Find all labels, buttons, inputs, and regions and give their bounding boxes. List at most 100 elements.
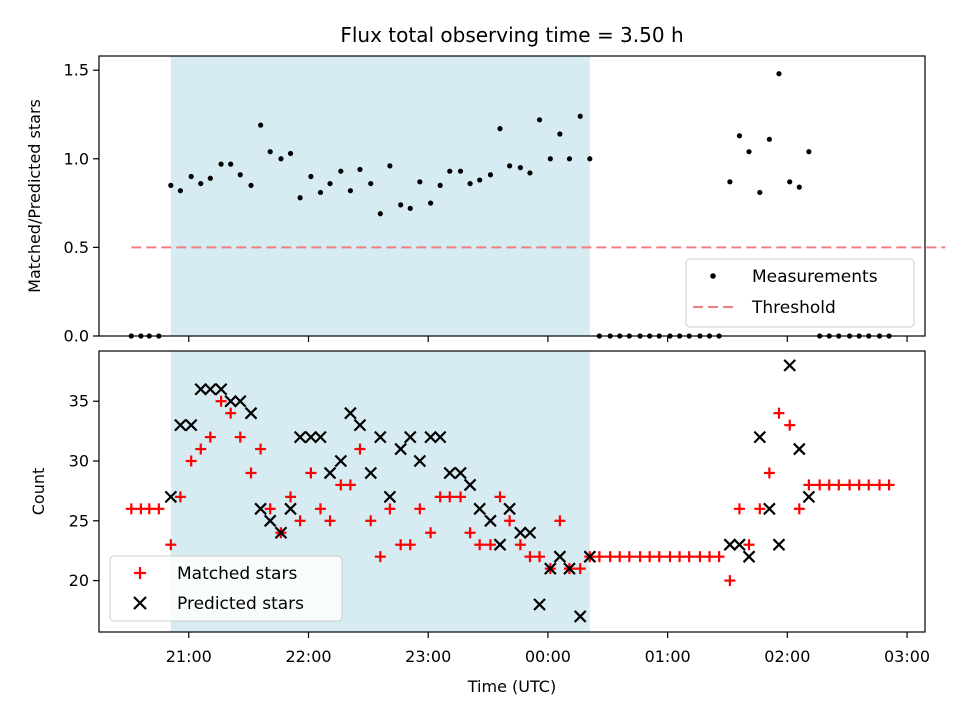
legend-matched-label: Matched stars [177, 564, 297, 584]
ratio-legend-box [685, 258, 915, 328]
predicted-point [304, 430, 318, 444]
matched-point [384, 503, 396, 515]
matched-point [554, 515, 566, 527]
matched-point [395, 539, 407, 551]
predicted-point [493, 538, 507, 551]
predicted-point [473, 502, 486, 516]
measurement-point [547, 156, 553, 162]
measurement-point [228, 161, 234, 167]
predicted-point [544, 562, 557, 575]
count-y-tick-label: 35 [69, 392, 89, 411]
time-x-tick-label: 23:00 [405, 647, 451, 666]
matched-point [853, 479, 865, 491]
matched-point [653, 551, 665, 563]
ratio-plot-frame [98, 55, 926, 337]
matched-point [634, 551, 646, 563]
measurement-point [258, 122, 264, 128]
x-axis-label: Time (UTC) [467, 677, 556, 696]
matched-point [484, 539, 496, 551]
legend-measurements-label: Measurements [752, 267, 878, 287]
predicted-point [463, 478, 477, 492]
matched-point [733, 503, 745, 515]
matched-point [264, 503, 276, 515]
matched-point [694, 551, 706, 563]
time-x-axis-ticks: 21:00 22:00 23:00 00:00 01:00 02:00 03:00 [166, 632, 930, 666]
measurement-point [407, 205, 413, 212]
predicted-point [424, 430, 437, 444]
matched-point [763, 467, 775, 479]
matched-point [674, 551, 686, 563]
ratio-legend: Measurements Threshold [685, 258, 915, 328]
measurement-point [467, 180, 473, 187]
measurement-point [207, 175, 213, 181]
matched-point [165, 539, 177, 551]
measurements-legend-marker [710, 273, 716, 279]
matched-stars-series [125, 395, 895, 587]
predicted-legend-marker [133, 596, 147, 610]
matched-point [524, 551, 536, 563]
measurement-point [507, 163, 513, 169]
matched-point [324, 515, 336, 527]
measurement-point [267, 149, 273, 155]
predicted-point [214, 382, 228, 396]
matched-point [883, 479, 895, 491]
matched-point [593, 551, 605, 563]
predicted-point [583, 550, 597, 563]
predicted-point [233, 394, 247, 408]
legend-threshold-label: Threshold [751, 298, 836, 318]
measurement-point [357, 166, 363, 173]
matched-point [793, 503, 805, 515]
predicted-point [403, 430, 417, 444]
predicted-point [793, 442, 806, 456]
predicted-point [443, 466, 457, 480]
predicted-point [433, 430, 447, 444]
measurement-point [757, 189, 763, 196]
measurement-point [766, 136, 772, 142]
predicted-stars-series [164, 359, 816, 623]
measurement-point [327, 180, 333, 187]
predicted-point [293, 430, 307, 444]
measurement-point [218, 161, 224, 167]
measurement-point [497, 126, 503, 132]
predicted-point [723, 538, 737, 551]
measurement-point [487, 172, 494, 178]
predicted-point [334, 454, 348, 468]
time-x-tick-label: 03:00 [884, 647, 930, 666]
predicted-point [204, 382, 217, 396]
predicted-point [772, 538, 786, 551]
matched-point [215, 395, 227, 407]
matched-point [494, 491, 506, 503]
measurement-point [727, 179, 733, 185]
matched-point [464, 527, 476, 539]
matched-point [683, 551, 695, 563]
predicted-point [244, 406, 258, 420]
predicted-point [323, 466, 337, 480]
measurement-point [557, 131, 563, 137]
predicted-point [274, 526, 288, 540]
measurement-point [787, 179, 793, 185]
predicted-point [194, 382, 208, 396]
measurement-point [427, 200, 434, 206]
matched-point [234, 431, 246, 443]
predicted-point [573, 610, 587, 623]
predicted-point [314, 430, 327, 444]
time-x-tick-label: 02:00 [764, 647, 810, 666]
count-y-tick-label: 20 [69, 571, 89, 590]
measurement-point [368, 180, 374, 187]
predicted-point [413, 454, 427, 468]
matched-point [185, 455, 197, 467]
predicted-point [284, 502, 297, 516]
matched-point [713, 551, 725, 563]
predicted-point [224, 394, 237, 408]
measurement-point [287, 150, 294, 157]
matched-point [425, 527, 437, 539]
matched-point [844, 479, 856, 491]
matched-point [365, 515, 377, 527]
predicted-point [563, 562, 576, 575]
matched-point [664, 551, 676, 563]
matched-point [404, 539, 416, 551]
measurement-point [398, 202, 404, 208]
ratio-y-tick-label: 1.5 [64, 61, 89, 80]
matched-point [704, 551, 716, 563]
measurement-point [168, 182, 174, 188]
